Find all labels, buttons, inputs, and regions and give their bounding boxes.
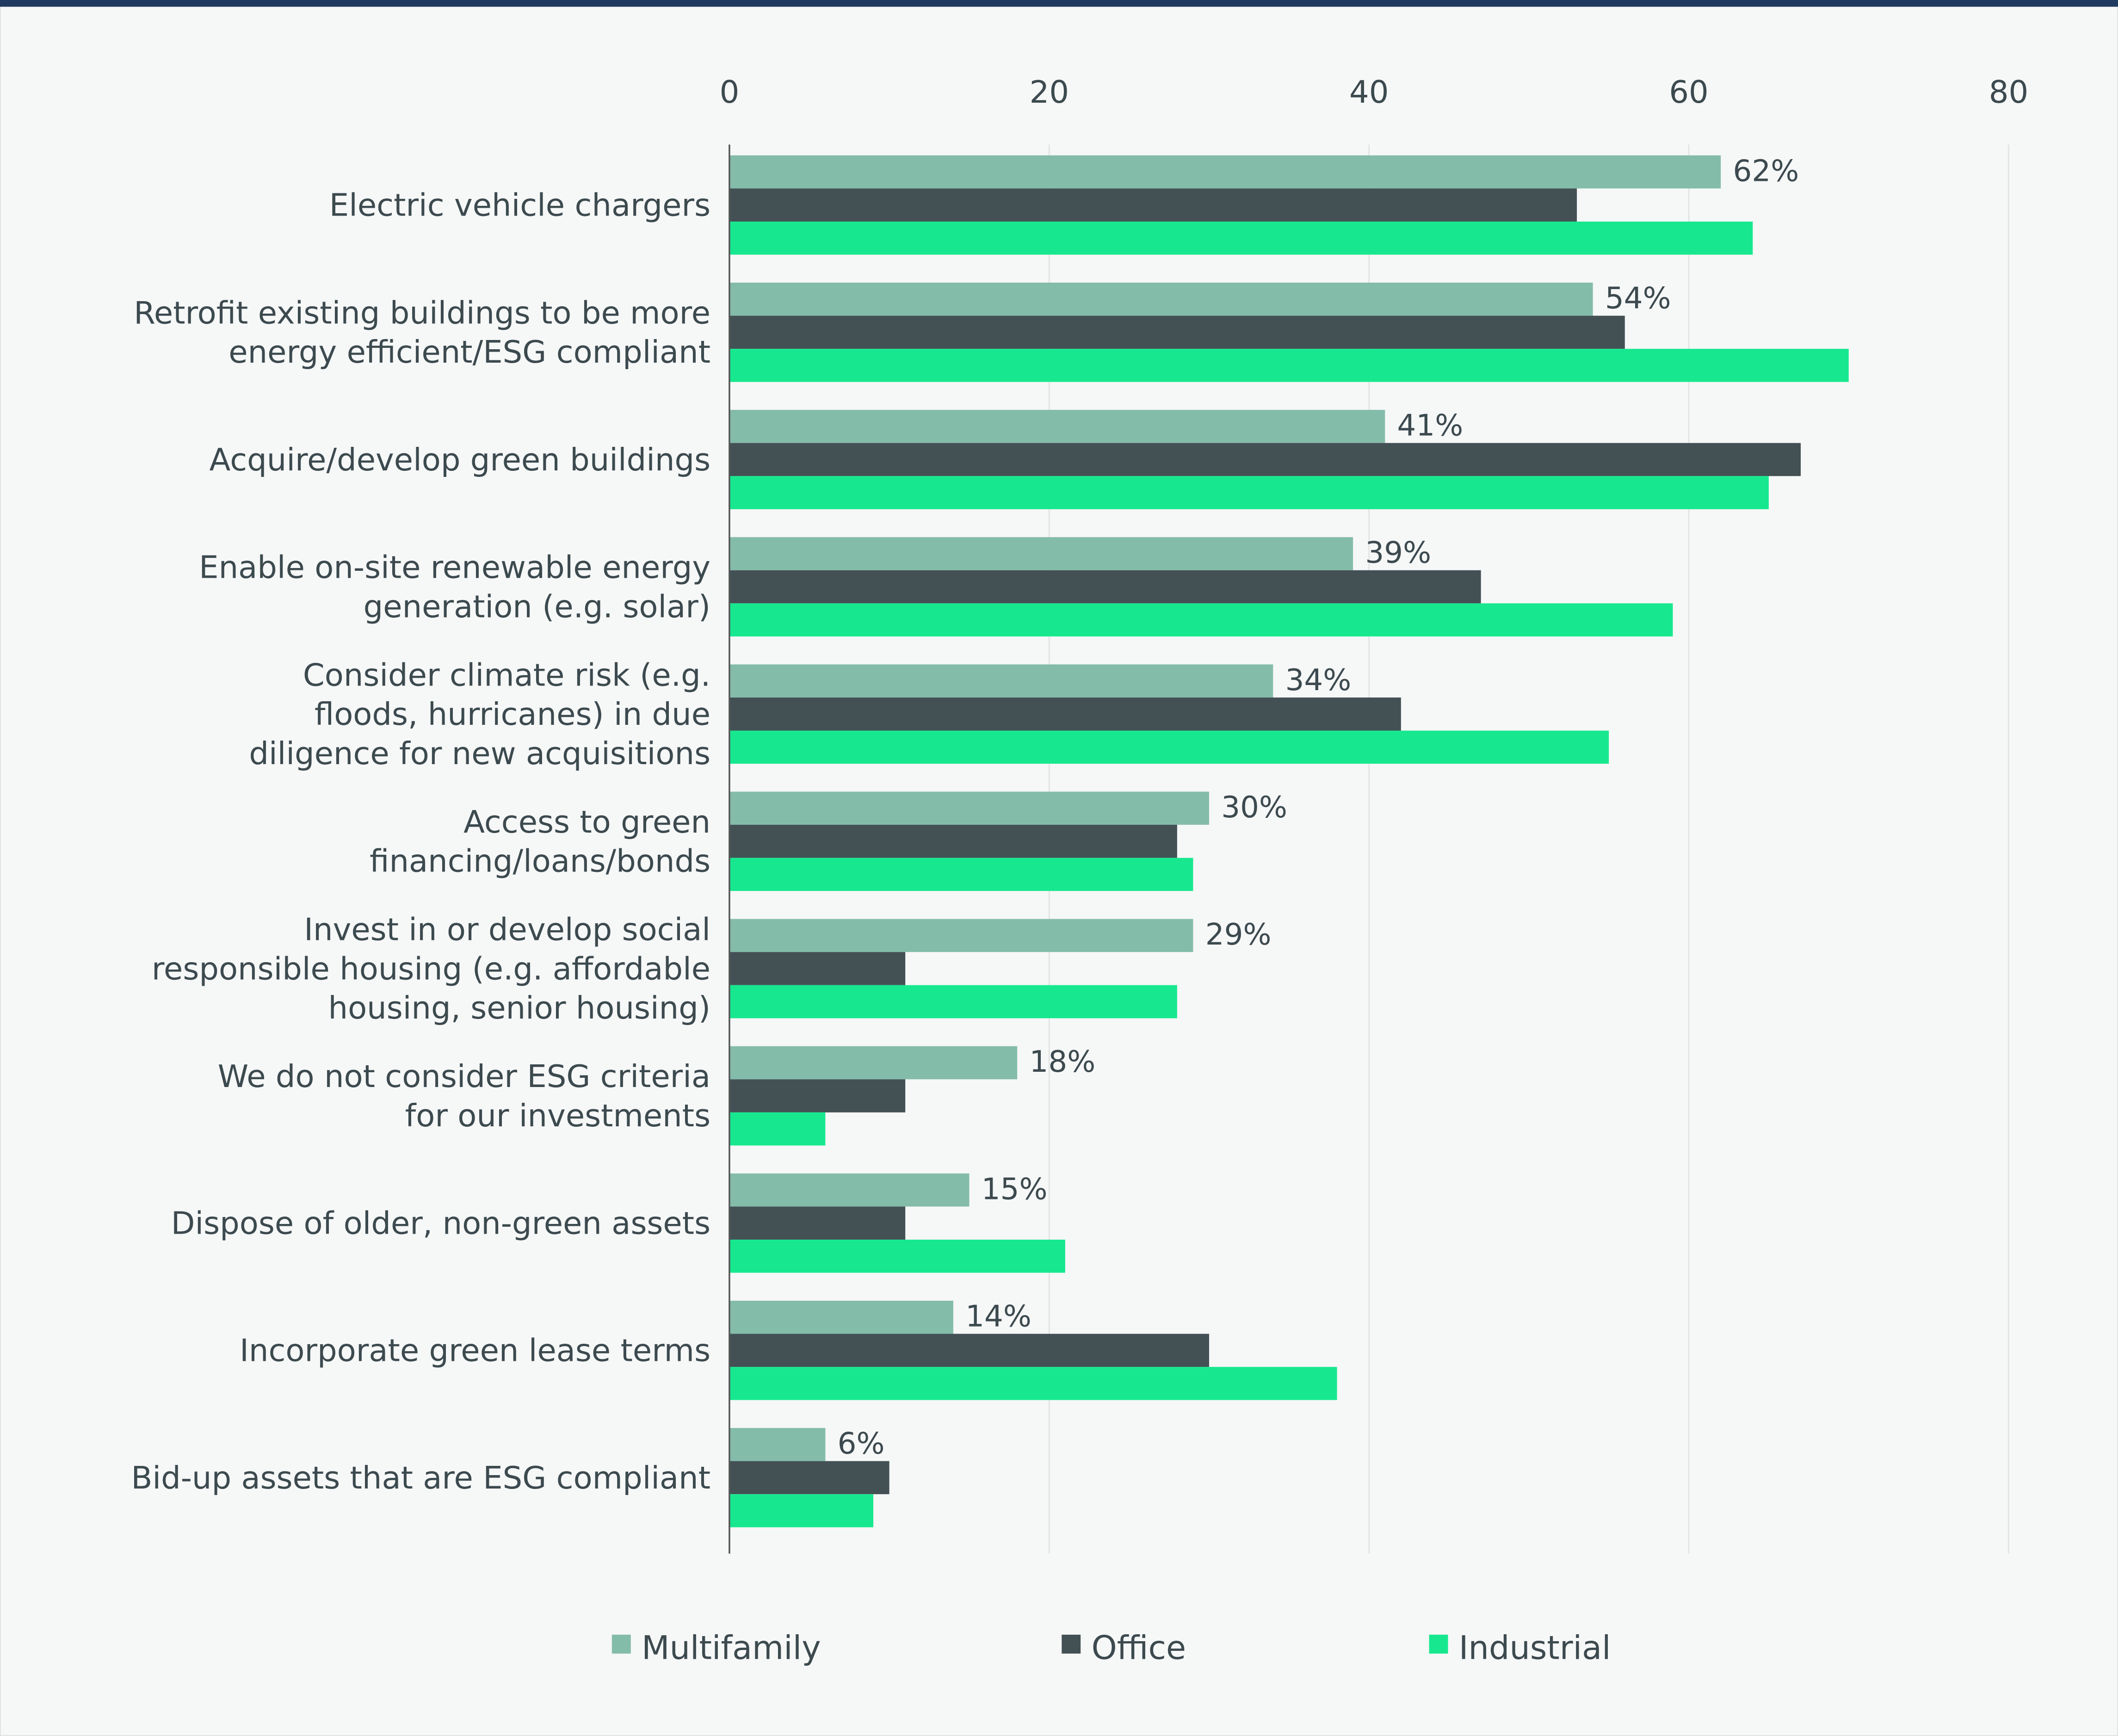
category-labels: Electric vehicle chargers Retrofit existi…: [131, 187, 710, 1496]
bar-office: [729, 1206, 906, 1240]
x-tick-label: 40: [1349, 74, 1389, 110]
top-accent-border: [0, 0, 2118, 7]
category-label: Acquire/develop green buildings: [210, 442, 711, 478]
category-label: Enable on-site renewable energy generatio…: [199, 550, 710, 625]
bar-multifamily: [729, 1173, 969, 1207]
category-label-line: housing, senior housing): [328, 990, 711, 1026]
bar-office: [729, 825, 1177, 858]
category-label: Retrofit existing buildings to be more en…: [134, 295, 710, 370]
category-label-line: Retrofit existing buildings to be more: [134, 295, 710, 331]
bar-industrial: [729, 730, 1609, 764]
category-label: We do not consider ESG criteria for our i…: [218, 1058, 710, 1134]
legend-item-multifamily: Multifamily: [611, 1629, 821, 1667]
x-axis-ticks: 0 20 40 60 80: [720, 74, 2029, 110]
bar-industrial: [729, 985, 1177, 1019]
data-label: 14%: [965, 1299, 1031, 1334]
category-label: Consider climate risk (e.g. floods, hurri…: [249, 657, 710, 771]
category-label-line: generation (e.g. solar): [364, 588, 710, 624]
category-label: Access to green financing/loans/bonds: [370, 804, 710, 879]
bars: 62% 54% 41% 39% 34% 30% 29% 18% 15% 14% 6%: [729, 154, 1849, 1527]
bar-multifamily: [729, 155, 1721, 189]
category-label-line: Bid-up assets that are ESG compliant: [131, 1460, 710, 1496]
bar-office: [729, 1461, 889, 1495]
bar-industrial: [729, 858, 1193, 891]
category-label: Incorporate green lease terms: [240, 1333, 710, 1369]
data-label: 18%: [1029, 1044, 1095, 1079]
bar-office: [729, 188, 1577, 222]
bar-multifamily: [729, 1300, 953, 1334]
category-label: Electric vehicle chargers: [329, 187, 710, 223]
bar-industrial: [729, 1494, 874, 1527]
category-label-line: for our investments: [405, 1098, 710, 1134]
data-label: 62%: [1733, 154, 1799, 188]
legend-label: Office: [1092, 1629, 1186, 1667]
x-tick-label: 20: [1030, 74, 1069, 110]
legend-label: Industrial: [1459, 1629, 1611, 1667]
bar-multifamily: [729, 537, 1353, 570]
category-label-line: diligence for new acquisitions: [249, 735, 710, 772]
bar-industrial: [729, 476, 1769, 509]
category-label-line: We do not consider ESG criteria: [218, 1058, 710, 1094]
bar-multifamily: [729, 1046, 1018, 1080]
category-label: Dispose of older, non-green assets: [171, 1205, 710, 1242]
bar-industrial: [729, 603, 1673, 636]
category-label-line: floods, hurricanes) in due: [315, 696, 710, 732]
data-label: 54%: [1605, 281, 1671, 315]
category-label: Bid-up assets that are ESG compliant: [131, 1460, 710, 1496]
bar-office: [729, 315, 1625, 349]
legend-item-industrial: Industrial: [1429, 1629, 1611, 1667]
bar-industrial: [729, 349, 1849, 382]
bar-office: [729, 697, 1401, 731]
category-label-line: Invest in or develop social: [304, 912, 710, 948]
bar-multifamily: [729, 1428, 826, 1461]
bar-office: [729, 570, 1481, 604]
category-label-line: Dispose of older, non-green assets: [171, 1205, 710, 1242]
category-label-line: energy efficient/ESG compliant: [228, 334, 710, 370]
legend-label: Multifamily: [642, 1629, 821, 1667]
category-label-line: Incorporate green lease terms: [240, 1333, 710, 1369]
legend-swatch: [1429, 1634, 1448, 1654]
bar-industrial: [729, 1367, 1337, 1400]
bar-office: [729, 952, 906, 985]
bar-industrial: [729, 221, 1753, 255]
data-label: 30%: [1221, 790, 1287, 825]
legend-swatch: [1062, 1634, 1081, 1654]
bar-multifamily: [729, 282, 1593, 316]
legend-swatch: [611, 1634, 631, 1654]
legend: Multifamily Office Industrial: [611, 1629, 1611, 1667]
bar-office: [729, 1079, 906, 1112]
bar-industrial: [729, 1239, 1065, 1273]
bar-multifamily: [729, 410, 1385, 443]
data-label: 41%: [1397, 408, 1463, 443]
data-label: 34%: [1285, 663, 1352, 698]
x-tick-label: 0: [720, 74, 740, 110]
bar-multifamily: [729, 919, 1193, 952]
data-label: 6%: [838, 1427, 885, 1461]
category-label-line: Acquire/develop green buildings: [210, 442, 711, 478]
bar-multifamily: [729, 791, 1210, 825]
bar-industrial: [729, 1112, 826, 1146]
data-label: 39%: [1365, 536, 1431, 570]
category-label-line: Enable on-site renewable energy: [199, 550, 710, 586]
bar-office: [729, 443, 1801, 476]
bar-office: [729, 1334, 1210, 1367]
legend-item-office: Office: [1062, 1629, 1186, 1667]
category-label-line: Access to green: [463, 804, 710, 840]
data-label: 15%: [982, 1172, 1048, 1206]
category-label-line: financing/loans/bonds: [370, 843, 710, 879]
category-label: Invest in or develop social responsible h…: [152, 912, 710, 1026]
data-label: 29%: [1205, 917, 1272, 952]
bar-multifamily: [729, 664, 1273, 698]
category-label-line: Consider climate risk (e.g.: [303, 657, 710, 693]
x-tick-label: 80: [1989, 74, 2028, 110]
category-label-line: Electric vehicle chargers: [329, 187, 710, 223]
x-tick-label: 60: [1669, 74, 1708, 110]
category-label-line: responsible housing (e.g. affordable: [152, 951, 710, 987]
